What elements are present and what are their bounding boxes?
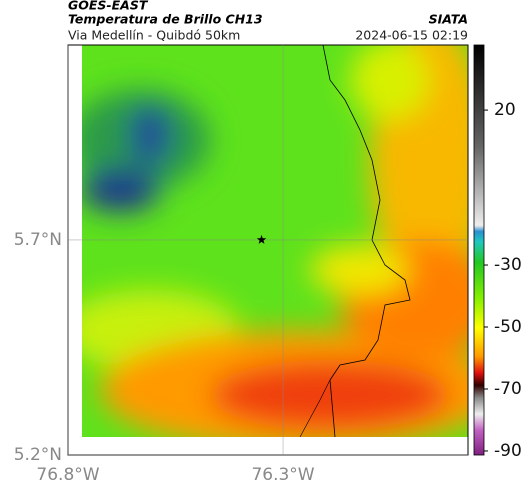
colorbar-tick-label: -90	[494, 441, 522, 461]
x-tick-label: 76.3°W	[251, 465, 314, 485]
colorbar-tick-label: 20	[494, 100, 516, 120]
imagery	[82, 45, 468, 437]
y-tick-label: 5.7°N	[14, 230, 62, 250]
colorbar-tick-label: -70	[494, 379, 522, 399]
y-tick-label: 5.2°N	[14, 445, 62, 465]
title: GOES-EAST	[68, 0, 149, 13]
region: Via Medellín - Quibdó 50km	[68, 28, 240, 43]
colorbar-tick-label: -30	[494, 255, 522, 275]
source: SIATA	[429, 12, 468, 27]
subtitle: Temperatura de Brillo CH13	[68, 12, 263, 27]
site-marker	[256, 234, 267, 244]
datetime: 2024-06-15 02:19	[355, 28, 468, 43]
colorbar-tick-label: -50	[494, 317, 522, 337]
x-tick-label: 76.8°W	[36, 465, 99, 485]
colorbar	[473, 44, 485, 456]
